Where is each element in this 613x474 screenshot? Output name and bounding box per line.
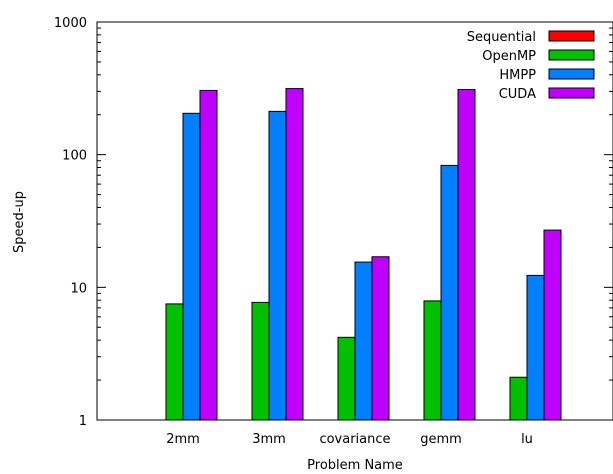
y-tick-label: 10 — [70, 281, 87, 296]
bar-openmp-2mm — [165, 303, 184, 421]
bar-cuda-3mm — [285, 88, 304, 421]
bar-hmpp-3mm — [268, 110, 287, 421]
bar-hmpp-2mm — [182, 112, 201, 421]
bar-openmp-covariance — [337, 336, 356, 421]
bar-hmpp-covariance — [354, 261, 373, 421]
y-axis-tick-labels: 1 10 100 1000 — [54, 16, 87, 429]
y-tick-label: 1000 — [54, 16, 87, 31]
x-axis-tick-labels: 2mm 3mm covariance gemm lu — [166, 432, 533, 447]
x-tick-label: gemm — [420, 432, 462, 447]
bars — [165, 88, 562, 421]
bar-openmp-gemm — [423, 300, 442, 421]
legend-label-sequential: Sequential — [467, 30, 536, 45]
legend-swatch-hmpp — [548, 68, 595, 80]
x-tick-label: 2mm — [166, 432, 200, 447]
bar-openmp-3mm — [251, 301, 270, 421]
legend-label-openmp: OpenMP — [482, 49, 536, 64]
bar-hmpp-lu — [526, 274, 545, 421]
y-axis-label: Speed-up — [12, 191, 27, 253]
bar-cuda-gemm — [457, 88, 476, 421]
bar-openmp-lu — [509, 376, 528, 421]
legend-swatch-cuda — [548, 87, 595, 99]
legend: Sequential OpenMP HMPP CUDA — [467, 30, 595, 102]
bar-cuda-covariance — [371, 256, 390, 421]
y-tick-label: 100 — [62, 149, 87, 164]
legend-label-cuda: CUDA — [499, 87, 536, 102]
y-tick-label: 1 — [79, 414, 87, 429]
bar-cuda-lu — [543, 229, 562, 421]
legend-label-hmpp: HMPP — [499, 68, 536, 83]
bar-hmpp-gemm — [440, 164, 459, 421]
x-axis-label: Problem Name — [307, 458, 403, 473]
x-tick-label: covariance — [319, 432, 390, 447]
x-tick-label: lu — [521, 432, 533, 447]
legend-swatch-openmp — [548, 49, 595, 61]
legend-swatch-sequential — [548, 30, 595, 42]
bar-cuda-2mm — [199, 89, 218, 421]
x-tick-label: 3mm — [252, 432, 286, 447]
y-axis-ticks — [97, 21, 613, 421]
